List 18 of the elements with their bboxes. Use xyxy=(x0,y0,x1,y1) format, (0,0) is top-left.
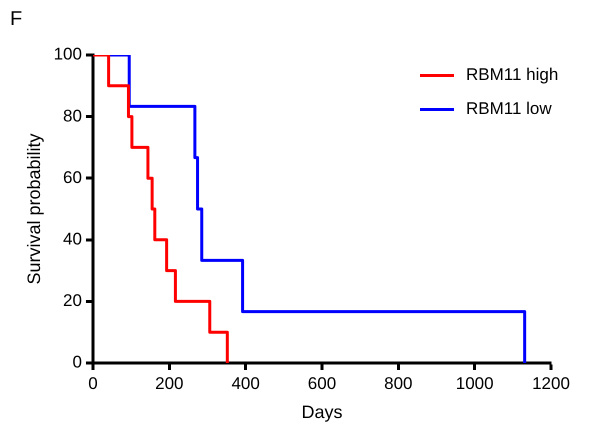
y-tick-label: 40 xyxy=(63,229,82,248)
x-tick-label: 400 xyxy=(231,374,260,393)
y-tick-label: 80 xyxy=(63,106,82,126)
x-axis-title: Days xyxy=(301,402,342,422)
y-tick-label: 20 xyxy=(63,291,82,310)
legend-label: RBM11 high xyxy=(466,65,558,85)
y-tick-label: 100 xyxy=(54,44,82,64)
x-tick-label: 1200 xyxy=(532,374,570,393)
x-tick-label: 600 xyxy=(308,374,336,393)
x-tick-label: 800 xyxy=(384,374,413,393)
y-axis-title: Survival probability xyxy=(24,133,44,285)
legend-label: RBM11 low xyxy=(466,99,552,119)
chart-title: F xyxy=(10,8,22,31)
x-tick-label: 200 xyxy=(155,374,184,393)
y-tick-label: 0 xyxy=(72,352,82,372)
y-tick-label: 60 xyxy=(63,168,82,187)
x-tick-label: 1000 xyxy=(456,374,494,393)
x-tick-label: 0 xyxy=(88,374,98,393)
